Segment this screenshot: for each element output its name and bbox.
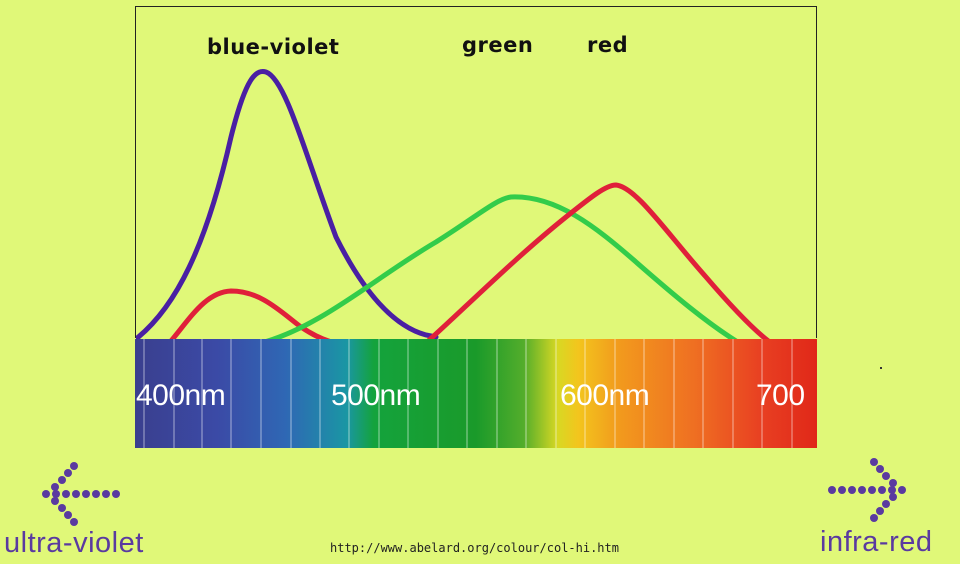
- arrow-right-icon: [828, 458, 906, 522]
- label-green: green: [462, 33, 534, 57]
- stray-dot: [880, 367, 882, 369]
- blue-violet-curve: [136, 68, 439, 339]
- source-url: http://www.abelard.org/colour/col-hi.htm: [330, 541, 619, 555]
- label-blue-violet: blue-violet: [207, 35, 340, 59]
- label-500nm: 500nm: [331, 379, 421, 412]
- label-400nm: 400nm: [136, 379, 226, 412]
- label-600nm: 600nm: [560, 379, 650, 412]
- arrow-left-icon: [42, 462, 120, 526]
- green-curve: [265, 194, 738, 339]
- label-ultra-violet: ultra-violet: [4, 527, 144, 559]
- label-700: 700: [756, 379, 805, 412]
- red-curve-short: [169, 288, 331, 339]
- label-red: red: [587, 33, 629, 57]
- plot-frame: blue-violet green red: [135, 6, 817, 339]
- spectrum-band: 400nm 500nm 600nm 700: [135, 339, 817, 448]
- sensitivity-curves: [136, 68, 770, 339]
- red-curve-long: [426, 182, 770, 339]
- label-infra-red: infra-red: [820, 526, 933, 558]
